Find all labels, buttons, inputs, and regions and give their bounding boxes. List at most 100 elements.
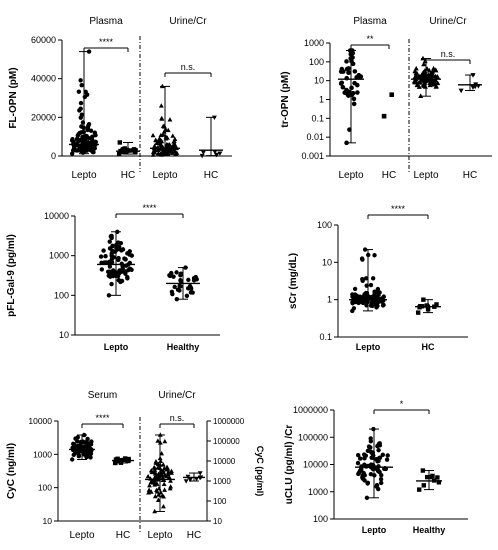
- data-point: [86, 121, 92, 127]
- x-category-label: HC: [116, 530, 130, 541]
- y-tick-label: 10: [322, 257, 332, 267]
- significance-label: ****: [142, 203, 157, 213]
- data-point: [106, 293, 112, 298]
- data-point: [346, 66, 351, 71]
- data-point: [88, 128, 94, 133]
- data-point: [84, 133, 89, 139]
- data-point: [157, 136, 162, 141]
- data-point: [83, 89, 88, 95]
- y-tick-label: 100: [313, 514, 328, 524]
- y-tick-label: 1000000: [213, 417, 245, 426]
- data-point: [385, 453, 390, 458]
- data-point: [363, 276, 369, 281]
- data-point: [186, 277, 191, 283]
- x-category-label: Lepto: [147, 530, 172, 541]
- data-point: [352, 69, 358, 74]
- data-point: [119, 261, 124, 266]
- y-tick-label: 10: [213, 517, 222, 526]
- data-point: [188, 290, 194, 295]
- data-point: [368, 436, 373, 441]
- data-point: [416, 487, 422, 492]
- data-point: [376, 447, 381, 453]
- x-category-label: Lepto: [104, 342, 129, 352]
- data-point: [85, 436, 90, 442]
- data-point: [153, 459, 159, 464]
- data-point: [107, 269, 112, 274]
- x-category-label: HC: [422, 342, 435, 352]
- data-point: [421, 483, 426, 488]
- data-point: [146, 487, 152, 492]
- data-point: [358, 456, 363, 461]
- data-point: [352, 286, 358, 292]
- data-point: [170, 133, 176, 138]
- data-point: [434, 302, 439, 307]
- data-point: [339, 66, 345, 72]
- group-header: Plasma: [353, 16, 387, 27]
- data-point: [414, 82, 420, 87]
- data-point: [359, 256, 365, 261]
- group-header: Urine/Cr: [429, 16, 467, 27]
- data-point: [433, 83, 439, 89]
- data-point: [153, 137, 159, 143]
- group-header: Urine/Cr: [169, 16, 207, 27]
- data-point: [351, 96, 357, 102]
- data-point: [113, 460, 118, 465]
- data-point: [126, 456, 131, 462]
- data-point: [151, 465, 157, 470]
- y-tick-label: 10: [314, 76, 324, 86]
- data-point: [362, 462, 367, 467]
- data-point: [79, 112, 85, 117]
- chart-panel-fl-opn: 0 20000 40000 60000 FL-OPN (pM) Plasma Urine/C…: [8, 16, 232, 181]
- data-point: [120, 247, 126, 252]
- y-tick-label: 10000: [44, 211, 69, 221]
- data-point: [363, 290, 369, 296]
- data-point: [116, 240, 121, 245]
- data-point: [158, 103, 164, 108]
- data-point: [339, 80, 345, 86]
- data-point: [152, 143, 158, 148]
- y-axis-label: CyC (ng/ml): [6, 443, 17, 499]
- data-point: [344, 59, 349, 64]
- data-point: [101, 248, 106, 253]
- group-header: Plasma: [89, 16, 123, 27]
- data-point: [169, 289, 175, 295]
- data-point: [116, 151, 122, 157]
- data-point: [424, 303, 429, 308]
- data-point: [70, 136, 75, 142]
- data-point: [178, 278, 183, 283]
- data-point: [177, 283, 182, 289]
- y-tick-label: 100: [213, 497, 227, 506]
- data-point: [75, 435, 80, 440]
- data-point: [159, 493, 165, 498]
- y-tick-label: 20000: [31, 112, 56, 122]
- data-point: [167, 117, 173, 122]
- data-point: [160, 475, 166, 480]
- data-point: [352, 80, 357, 86]
- data-point: [214, 152, 220, 158]
- y-tick-label: 40000: [31, 74, 56, 84]
- data-point: [174, 296, 180, 302]
- data-point: [76, 89, 82, 94]
- data-point: [361, 470, 366, 476]
- data-point: [435, 80, 441, 86]
- y-axis-label: FL-OPN (pM): [8, 67, 19, 128]
- data-point: [381, 113, 387, 119]
- y-axis-label-right: CyC (pg/ml): [255, 446, 265, 497]
- data-point: [110, 243, 115, 249]
- data-point: [389, 92, 395, 97]
- data-point: [372, 253, 377, 258]
- data-point: [160, 148, 166, 153]
- data-point: [200, 150, 206, 155]
- y-tick-label: 60000: [31, 35, 56, 45]
- data-point: [169, 270, 174, 276]
- y-axis-label: sCr (mg/dL): [288, 253, 299, 309]
- data-point: [376, 464, 381, 469]
- chart-panel-scr: 0.1 1 10 100 sCr (mg/dL) Lepto HC ****: [288, 204, 468, 352]
- data-point: [199, 153, 205, 159]
- data-point: [378, 476, 384, 482]
- data-point: [147, 482, 152, 488]
- y-tick-label: 1: [319, 95, 324, 105]
- data-point: [384, 457, 390, 462]
- y-tick-label: 100000: [213, 437, 240, 446]
